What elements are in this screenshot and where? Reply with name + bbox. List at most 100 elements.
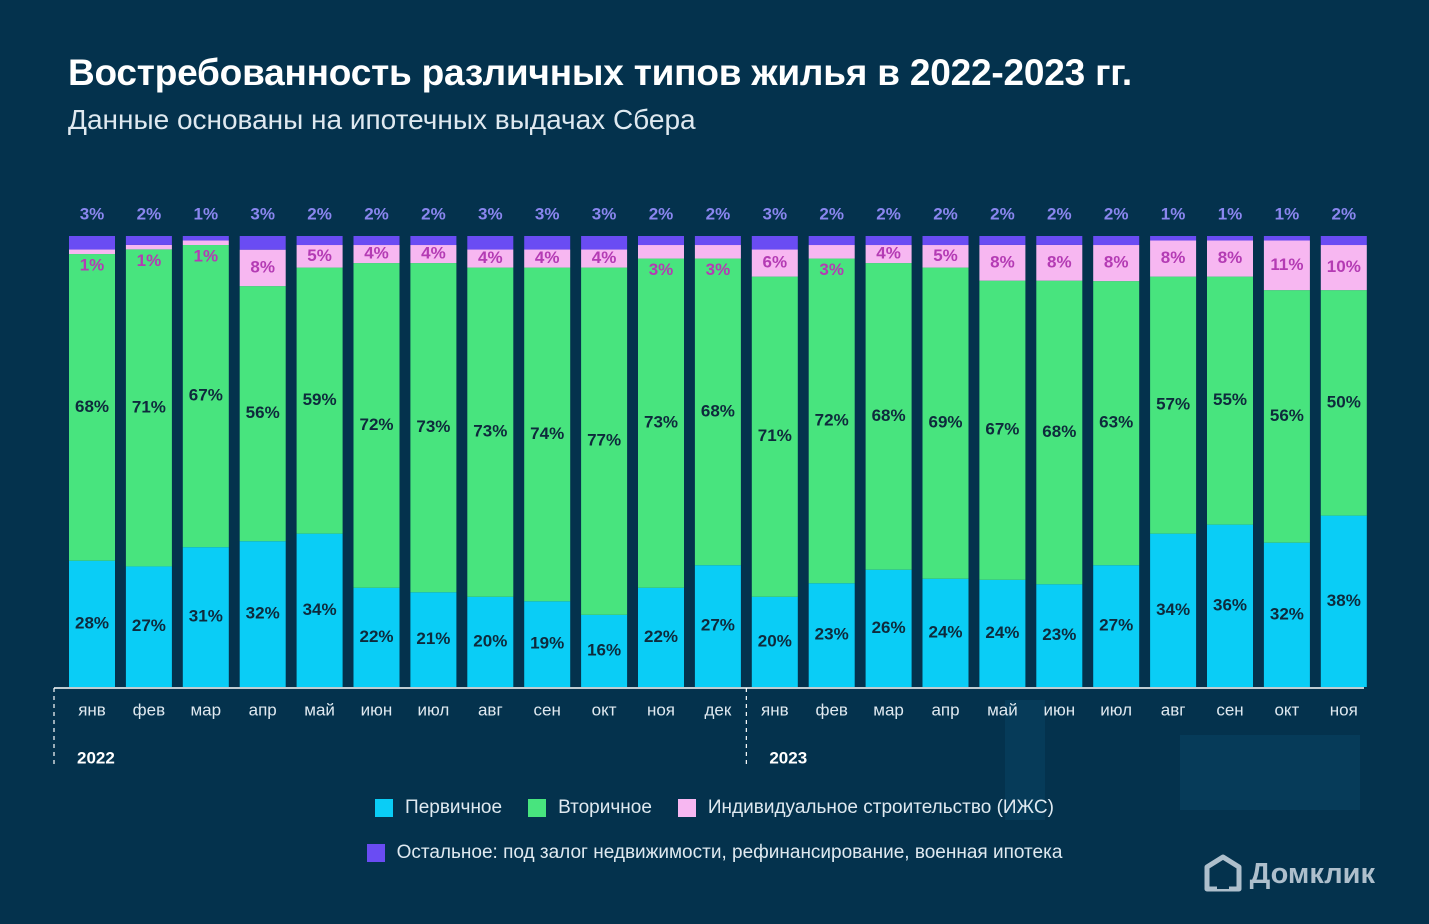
data-label-secondary: 71%	[758, 426, 792, 445]
data-label-izhs: 8%	[1161, 248, 1186, 267]
bar-primary	[467, 596, 514, 687]
legend-item-primary: Первичное	[375, 797, 502, 819]
data-label-primary: 21%	[416, 629, 450, 648]
data-label-izhs: 4%	[364, 244, 389, 263]
bar-other	[979, 236, 1026, 245]
data-label-secondary: 73%	[644, 413, 678, 432]
bar-primary	[125, 566, 172, 687]
bar-primary	[808, 583, 855, 687]
data-label-other: 3%	[250, 204, 275, 223]
bar-other	[353, 236, 400, 246]
data-label-izhs: 4%	[421, 244, 446, 263]
data-label-izhs: 8%	[990, 252, 1015, 271]
data-label-secondary: 59%	[303, 390, 337, 409]
bar-secondary	[182, 245, 229, 548]
x-tick-label: мар	[190, 700, 221, 719]
bar-other	[1207, 236, 1253, 241]
bar-secondary	[69, 254, 115, 561]
bar-izhs	[979, 244, 1026, 281]
data-label-primary: 27%	[1099, 616, 1133, 635]
data-label-secondary: 68%	[75, 397, 109, 416]
data-label-primary: 22%	[359, 627, 393, 646]
bar-other	[638, 236, 684, 246]
data-label-secondary: 68%	[872, 406, 906, 425]
data-label-primary: 26%	[872, 618, 906, 637]
data-label-secondary: 74%	[530, 424, 564, 443]
data-label-secondary: 72%	[359, 415, 393, 434]
bar-secondary	[125, 249, 172, 567]
bar-secondary	[865, 263, 912, 570]
data-label-primary: 34%	[1156, 600, 1190, 619]
bar-other	[1320, 236, 1367, 246]
bar-secondary	[751, 276, 798, 597]
x-tick-label: июн	[1043, 700, 1075, 719]
bar-secondary	[524, 267, 571, 602]
bar-other	[1263, 236, 1310, 241]
bar-primary	[638, 587, 684, 687]
x-tick-label: апр	[931, 700, 959, 719]
legend-swatch-secondary	[528, 799, 547, 817]
bar-secondary	[1036, 280, 1083, 585]
x-tick-label: дек	[704, 700, 731, 719]
data-label-primary: 23%	[815, 625, 849, 644]
data-label-secondary: 56%	[246, 403, 280, 422]
bar-secondary	[638, 258, 684, 588]
legend-label-other: Остальное: под залог недвижимости, рефин…	[396, 842, 1063, 863]
data-label-other: 2%	[364, 204, 389, 223]
bar-other	[296, 236, 343, 246]
bar-secondary	[922, 267, 969, 579]
data-label-secondary: 69%	[928, 413, 962, 432]
data-label-secondary: 67%	[189, 386, 223, 405]
legend-item-izhs: Индивидуальное строительство (ИЖС)	[677, 797, 1054, 819]
bar-primary	[353, 587, 400, 687]
data-label-izhs: 5%	[307, 246, 332, 265]
bar-primary	[694, 565, 741, 687]
bar-primary	[524, 601, 571, 687]
legend-label-izhs: Индивидуальное строительство (ИЖС)	[707, 797, 1054, 818]
data-label-secondary: 77%	[587, 431, 621, 450]
data-label-secondary: 57%	[1156, 395, 1190, 414]
year-label: 2022	[77, 748, 115, 767]
x-tick-label: ноя	[1330, 700, 1358, 719]
bar-izhs	[638, 245, 684, 259]
x-tick-label: окт	[1274, 700, 1299, 719]
data-label-primary: 28%	[75, 613, 109, 632]
x-tick-label: апр	[249, 700, 277, 719]
legend-item-secondary: Вторичное	[528, 797, 652, 819]
x-tick-label: сен	[1216, 700, 1243, 719]
data-label-other: 2%	[876, 204, 901, 223]
x-tick-label: июл	[1100, 700, 1132, 719]
bar-secondary	[296, 267, 343, 534]
background-decoration	[1005, 700, 1045, 820]
bar-izhs	[182, 240, 229, 246]
data-label-other: 3%	[80, 204, 105, 223]
x-tick-label: сен	[534, 700, 561, 719]
data-label-izhs: 3%	[649, 260, 674, 279]
bar-izhs	[239, 249, 286, 287]
bar-secondary	[1093, 281, 1140, 566]
data-label-primary: 19%	[530, 634, 564, 653]
bar-other	[865, 236, 912, 246]
legend-item-other: Остальное: под залог недвижимости, рефин…	[366, 842, 1063, 864]
data-label-primary: 16%	[587, 640, 621, 659]
x-tick-label: май	[987, 700, 1018, 719]
bar-secondary	[808, 258, 855, 584]
data-label-primary: 24%	[985, 623, 1019, 642]
data-label-other: 3%	[763, 204, 788, 223]
bar-other	[1150, 236, 1197, 241]
data-label-secondary: 55%	[1213, 390, 1247, 409]
chart-title: Востребованность различных типов жилья в…	[68, 52, 1132, 93]
bar-primary	[296, 533, 343, 687]
data-label-izhs: 4%	[535, 248, 560, 267]
data-label-other: 3%	[592, 204, 617, 223]
data-label-primary: 32%	[246, 604, 280, 623]
bar-primary	[1036, 584, 1083, 687]
x-tick-label: янв	[78, 700, 106, 719]
data-label-other: 1%	[194, 204, 219, 223]
bar-izhs	[1207, 240, 1253, 277]
bar-secondary	[410, 263, 457, 593]
bar-other	[581, 236, 628, 250]
data-label-izhs: 6%	[763, 253, 788, 272]
house-logo-icon	[1204, 854, 1242, 892]
data-label-izhs: 5%	[933, 246, 958, 265]
